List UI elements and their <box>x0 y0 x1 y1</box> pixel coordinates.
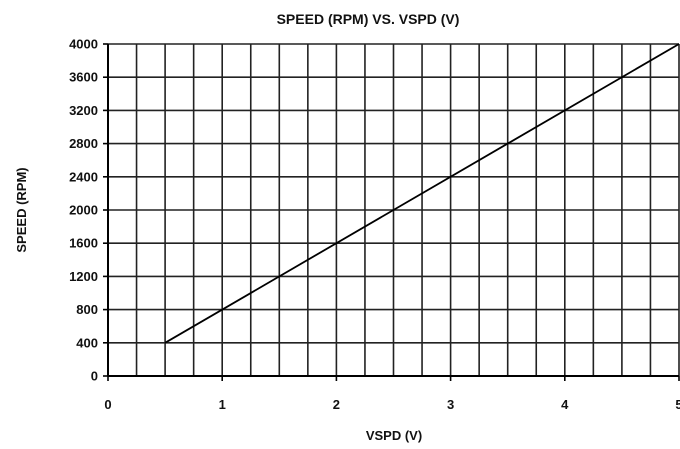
y-tick-label: 3200 <box>69 103 98 118</box>
ticks: 0 400 800 1200 1600 2000 2400 2800 3200 3600 4000 0… <box>69 37 680 413</box>
y-tick-label: 2400 <box>69 169 98 184</box>
x-axis-label: VSPD (V) <box>366 428 422 443</box>
y-tick-label: 3600 <box>69 70 98 85</box>
series-line <box>164 43 680 344</box>
series <box>164 43 680 344</box>
x-tick-label: 4 <box>561 397 569 412</box>
y-tick-label: 800 <box>76 302 98 317</box>
y-axis-label: SPEED (RPM) <box>14 167 29 252</box>
y-tick-label: 400 <box>76 335 98 350</box>
chart-title: SPEED (RPM) VS. VSPD (V) <box>277 11 460 27</box>
x-tick-label: 2 <box>333 397 340 412</box>
x-tick-label: 3 <box>447 397 454 412</box>
x-tick-label: 1 <box>219 397 226 412</box>
y-tick-label: 1200 <box>69 269 98 284</box>
y-tick-label: 0 <box>91 369 98 384</box>
x-tick-label: 0 <box>104 397 111 412</box>
y-tick-label: 1600 <box>69 236 98 251</box>
y-tick-label: 2000 <box>69 203 98 218</box>
x-tick-label: 5 <box>675 397 680 412</box>
y-tick-label: 4000 <box>69 37 98 52</box>
y-tick-label: 2800 <box>69 136 98 151</box>
